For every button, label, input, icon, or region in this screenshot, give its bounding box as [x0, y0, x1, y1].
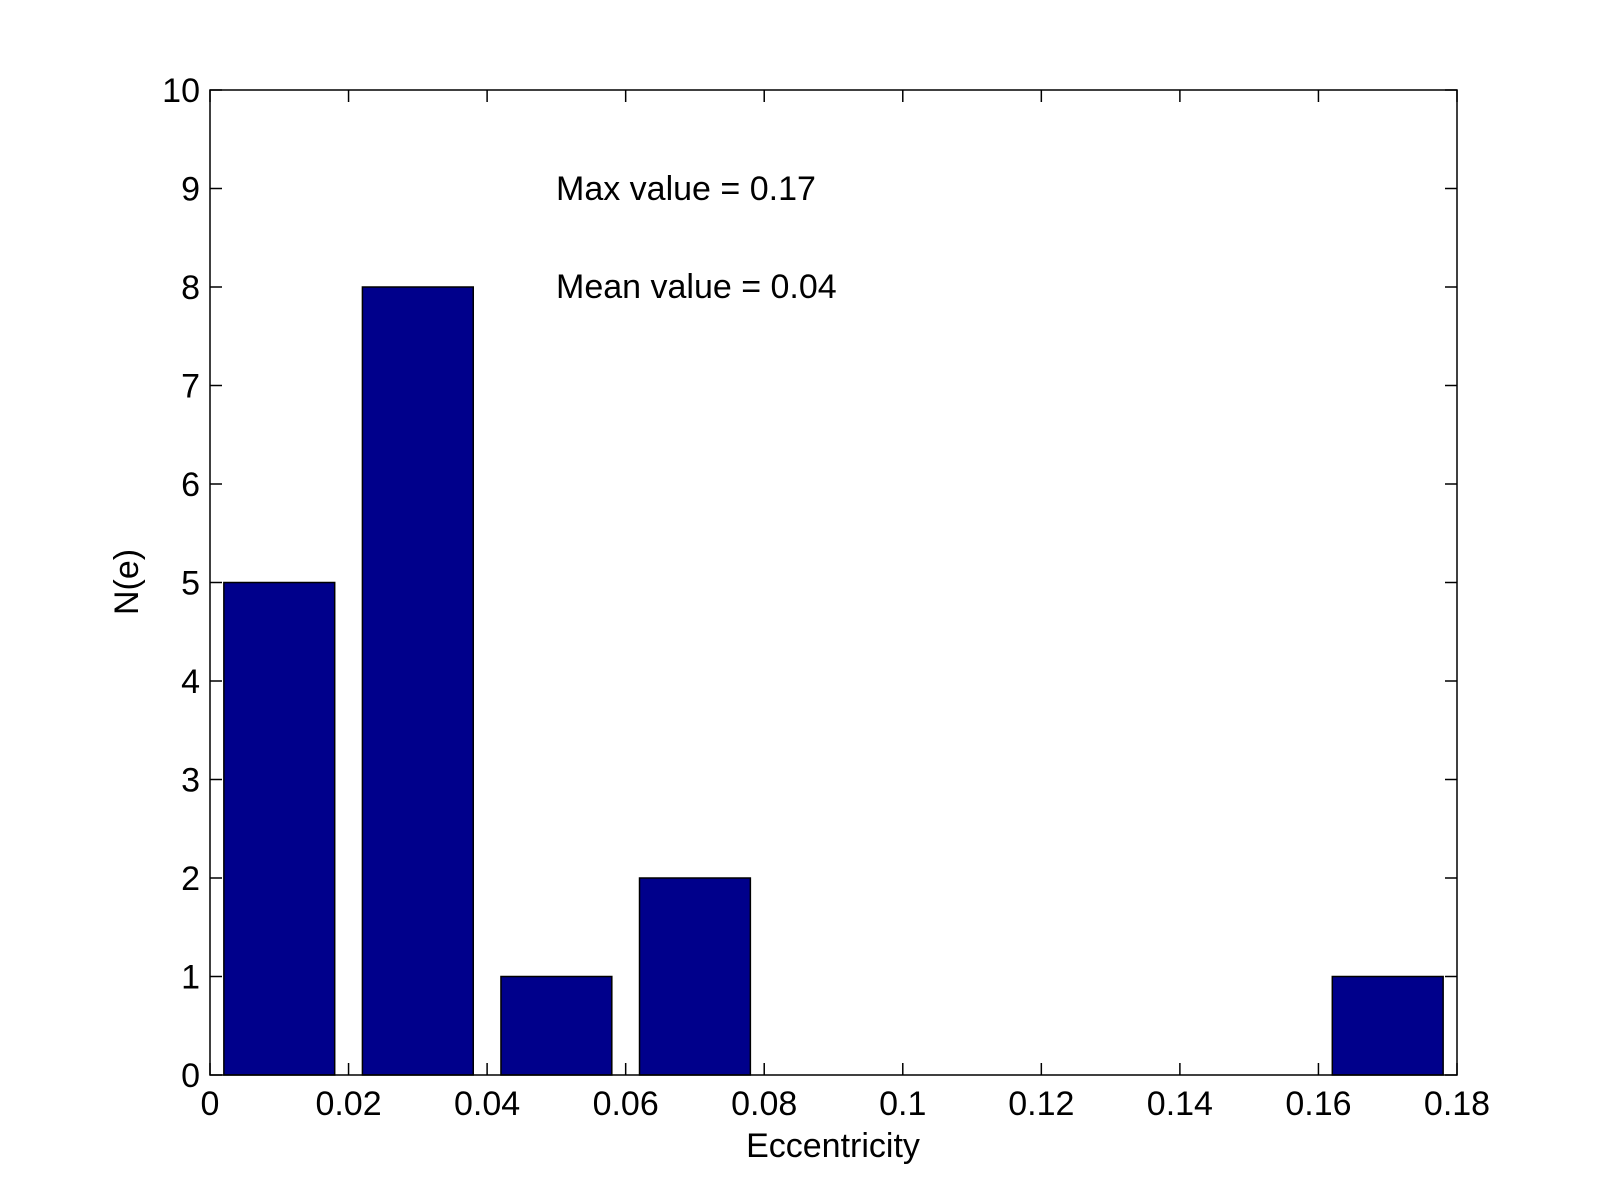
bar [638, 877, 752, 1076]
y-tick-label: 7 [181, 368, 200, 406]
y-tick-label: 3 [181, 762, 200, 800]
x-tick-label: 0.02 [315, 1085, 381, 1123]
x-tick-label: 0.12 [1008, 1085, 1074, 1123]
y-tick-label: 8 [181, 269, 200, 307]
bar [361, 286, 475, 1076]
x-tick-label: 0.08 [731, 1085, 797, 1123]
y-tick-label: 4 [181, 663, 200, 701]
y-tick-label: 0 [181, 1057, 200, 1095]
axes-box [209, 89, 1458, 1076]
x-tick-label: 0.14 [1147, 1085, 1213, 1123]
x-tick-label: 0.1 [879, 1085, 926, 1123]
y-tick-label: 2 [181, 860, 200, 898]
y-tick-label: 9 [181, 171, 200, 209]
x-tick-label: 0 [201, 1085, 220, 1123]
tick-labels-group: 0 0.02 0.04 0.06 0.08 0.1 0.12 0.14 0.16 0.18 0 1 2 3… [162, 72, 1490, 1123]
x-tick-label: 0.06 [593, 1085, 659, 1123]
x-axis-title: Eccentricity [746, 1127, 920, 1165]
y-axis-title: N(e) [108, 549, 146, 615]
x-tick-label: 0.04 [454, 1085, 520, 1123]
y-tick-label: 10 [162, 72, 200, 110]
y-tick-label: 1 [181, 959, 200, 997]
bar [1331, 975, 1444, 1076]
y-tick-label: 5 [181, 565, 200, 603]
x-tick-label: 0.18 [1424, 1085, 1490, 1123]
bar [500, 975, 613, 1076]
annotation-max: Max value = 0.17 [556, 170, 816, 208]
bar [223, 581, 336, 1076]
bars-group [223, 286, 1444, 1076]
x-tick-label: 0.16 [1285, 1085, 1351, 1123]
y-tick-label: 6 [181, 466, 200, 504]
annotation-mean: Mean value = 0.04 [556, 268, 837, 306]
